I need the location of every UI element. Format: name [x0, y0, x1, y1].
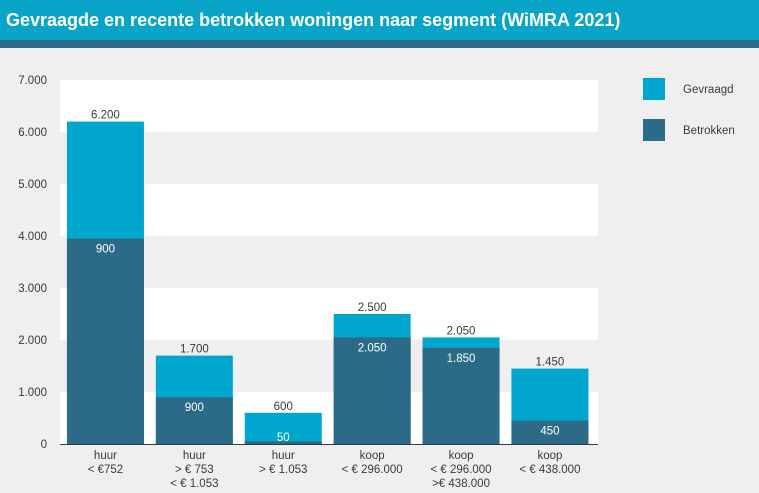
grid-band-5 — [60, 184, 598, 236]
bar-betrokken — [511, 420, 589, 444]
y-tick-label: 1.000 — [18, 387, 47, 399]
data-label-gevraagd: 6.200 — [91, 110, 120, 122]
data-label-betrokken: 1.850 — [447, 353, 476, 365]
bar-betrokken — [66, 238, 144, 444]
x-tick-label: > € 753 — [175, 464, 214, 476]
bar-betrokken — [422, 347, 500, 444]
bar-betrokken — [333, 337, 411, 444]
x-tick-label: < € 296.000 — [431, 464, 492, 476]
x-tick-label: < € 296.000 — [342, 464, 403, 476]
bar-betrokken — [155, 397, 233, 444]
x-tick-label: koop — [449, 450, 474, 462]
data-label-gevraagd: 600 — [274, 401, 293, 413]
grid-band-7 — [60, 80, 598, 132]
x-tick-label: < € 1.053 — [170, 478, 218, 490]
y-tick-label: 4.000 — [18, 231, 47, 243]
chart-title: Gevraagde en recente betrokken woningen … — [6, 10, 621, 30]
header-bar: Gevraagde en recente betrokken woningen … — [0, 0, 759, 40]
y-tick-label: 2.000 — [18, 335, 47, 347]
x-tick-label: huur — [94, 450, 117, 462]
x-tick-label: < €752 — [88, 464, 124, 476]
data-label-betrokken: 450 — [540, 426, 559, 438]
x-axis-tick-labels: huur < €752 huur > € 753 < € 1.053 huur > € 1.… — [88, 450, 581, 490]
header-accent-strip — [0, 40, 759, 48]
y-tick-label: 5.000 — [18, 179, 47, 191]
legend-swatch — [643, 119, 665, 141]
data-labels: 6.200 900 1.700 900 600 50 2.500 2.050 2.050 1.85… — [91, 110, 564, 444]
y-tick-label: 3.000 — [18, 283, 47, 295]
x-tick-label: >€ 438.000 — [432, 478, 490, 490]
x-tick-label: koop — [537, 450, 562, 462]
x-tick-label: koop — [360, 450, 385, 462]
data-label-gevraagd: 2.500 — [358, 302, 387, 314]
y-tick-label: 7.000 — [18, 75, 47, 87]
y-axis-tick-labels: 0 1.000 2.000 3.000 4.000 5.000 6.000 7.000 — [18, 75, 47, 451]
data-label-gevraagd: 1.700 — [180, 344, 209, 356]
grid-band-1 — [60, 392, 598, 444]
y-tick-label: 0 — [41, 439, 47, 451]
bars — [66, 121, 589, 444]
data-label-betrokken: 2.050 — [358, 342, 387, 354]
x-tick-label: > € 1.053 — [259, 464, 307, 476]
legend-label: Gevraagd — [683, 84, 734, 96]
y-tick-label: 6.000 — [18, 127, 47, 139]
legend-swatch — [643, 78, 665, 100]
grid-band-3 — [60, 288, 598, 340]
data-label-gevraagd: 2.050 — [447, 325, 476, 337]
grid-bands — [60, 80, 598, 444]
legend: Gevraagd Betrokken — [643, 78, 735, 141]
x-tick-label: huur — [183, 450, 206, 462]
data-label-betrokken: 900 — [96, 244, 115, 256]
x-tick-label: huur — [272, 450, 295, 462]
x-tick-label: < € 438.000 — [519, 464, 580, 476]
data-label-betrokken: 900 — [185, 402, 204, 414]
data-label-betrokken: 50 — [277, 432, 290, 444]
bar-gevraagd — [244, 412, 322, 444]
bar-betrokken — [244, 441, 322, 444]
data-label-gevraagd: 1.450 — [536, 357, 565, 369]
legend-label: Betrokken — [683, 125, 735, 137]
